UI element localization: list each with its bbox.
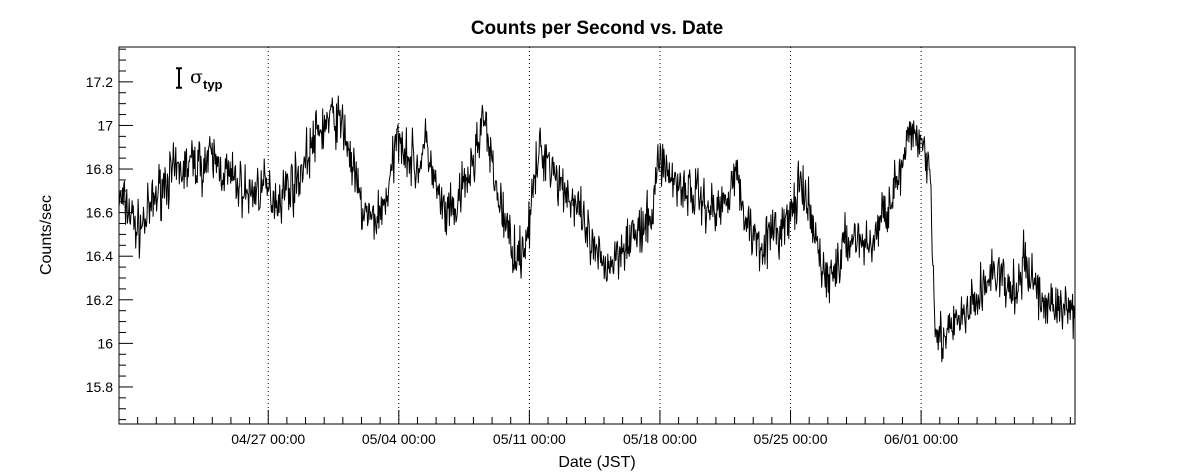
y-tick-label: 16 [97,335,113,351]
x-tick-label: 05/25 00:00 [754,431,828,447]
series-group [118,95,1076,363]
vertical-gridlines [267,47,922,424]
plot-frame [118,46,1076,425]
count-rate-line [118,95,1076,363]
y-tick-label: 16.6 [86,205,113,221]
y-tick-label: 16.8 [86,161,113,177]
chart-title: Counts per Second vs. Date [471,18,723,39]
y-axis-label: Counts/sec [38,195,55,275]
x-tick-label: 04/27 00:00 [231,431,305,447]
y-axis-ticks: 15.8 16 16.2 16.4 16.6 16.8 17 17.2 [86,48,133,421]
y-tick-label: 17.2 [86,74,113,90]
x-tick-label: 05/11 00:00 [493,431,566,447]
x-tick-label: 05/18 00:00 [623,431,697,447]
y-tick-label: 16.2 [86,292,113,308]
sigma-symbol: σ [190,66,203,88]
y-tick-label: 15.8 [86,379,113,395]
x-axis-ticks: 04/27 00:00 05/04 00:00 05/11 00:00 05/18 0… [118,410,1071,447]
sigma-error-bar [176,67,182,89]
x-axis-label: Date (JST) [558,454,635,471]
sigma-typ-annotation: σ typ [176,66,223,92]
y-tick-label: 16.4 [86,248,113,264]
sigma-subscript: typ [203,77,223,92]
x-tick-label: 06/01 00:00 [884,431,958,447]
x-tick-label: 05/04 00:00 [362,431,436,447]
y-tick-label: 17 [97,117,113,133]
